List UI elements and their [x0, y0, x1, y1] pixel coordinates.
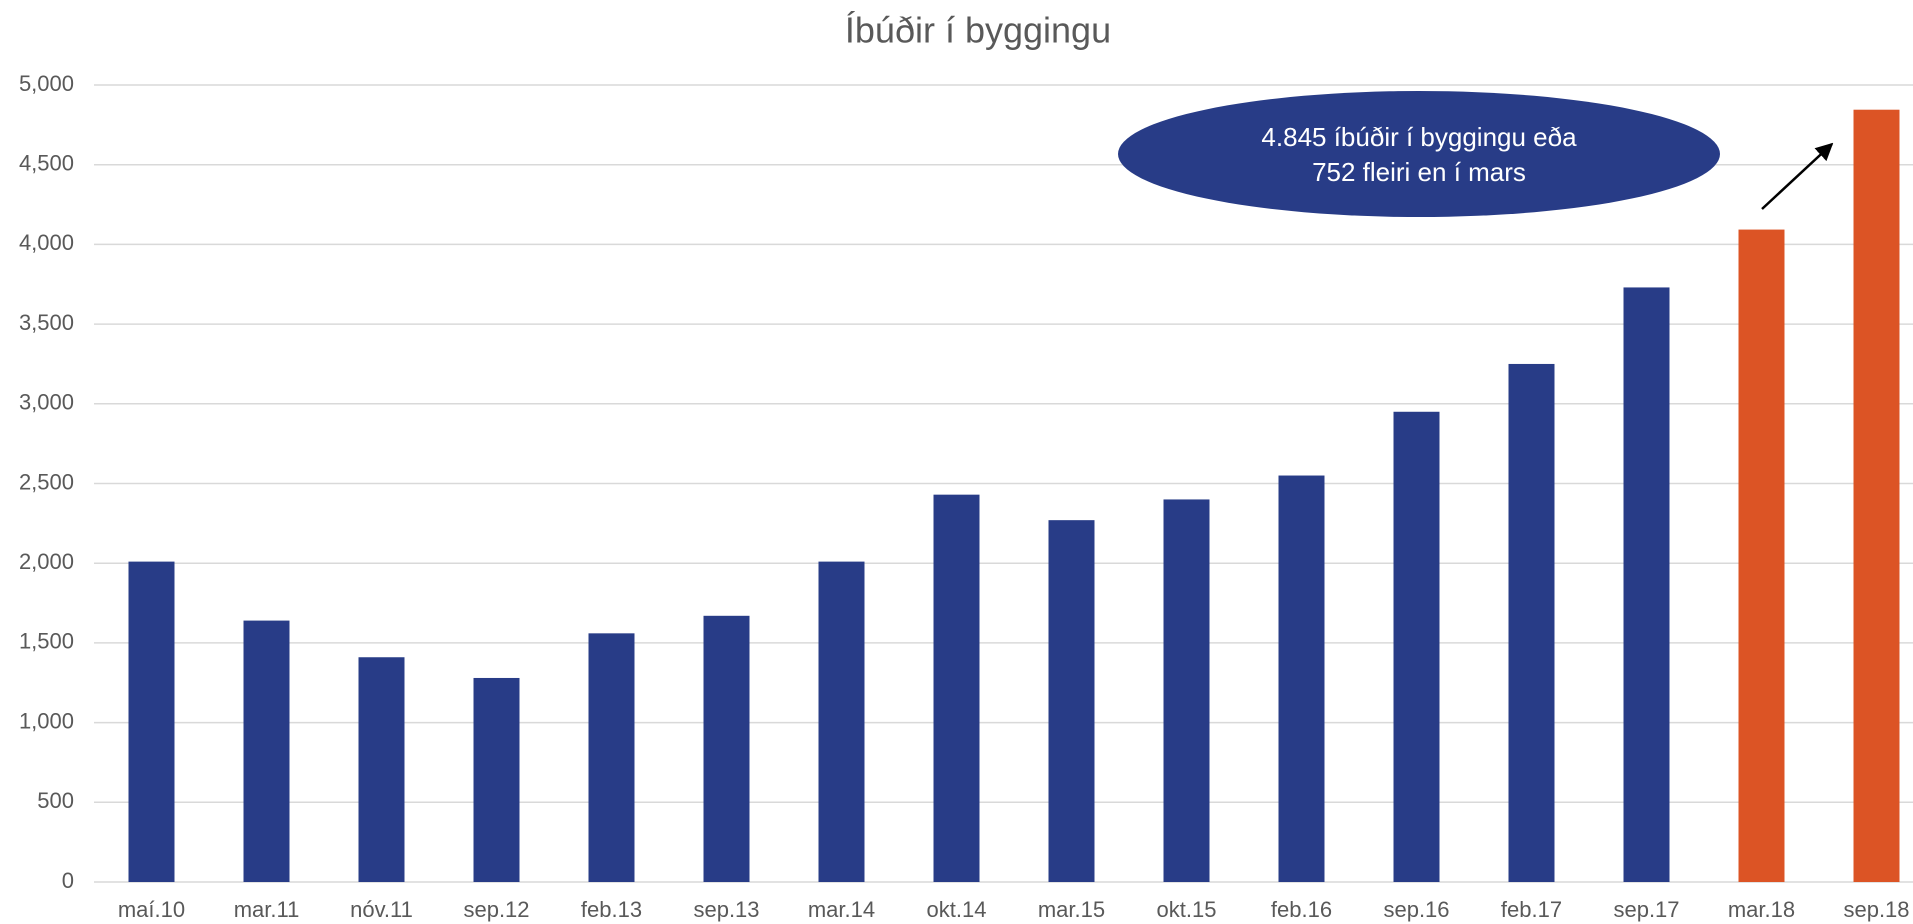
y-tick-label: 2,000	[19, 549, 74, 574]
bar	[243, 620, 290, 882]
bar	[1853, 109, 1900, 882]
x-tick-label: mar.14	[808, 897, 875, 922]
x-tick-label: mar.15	[1038, 897, 1105, 922]
y-tick-label: 3,500	[19, 310, 74, 335]
chart-title: Íbúðir í byggingu	[845, 10, 1111, 51]
x-tick-label: okt.15	[1157, 897, 1217, 922]
x-tick-label: feb.16	[1271, 897, 1332, 922]
x-tick-label: nóv.11	[350, 897, 413, 922]
annotation-text: 4.845 íbúðir í byggingu eða	[1261, 122, 1577, 152]
bar	[358, 657, 405, 882]
y-tick-label: 3,000	[19, 390, 74, 415]
x-tick-label: sep.12	[463, 897, 529, 922]
y-tick-label: 2,500	[19, 469, 74, 494]
bar	[1738, 229, 1785, 882]
y-tick-label: 5,000	[19, 71, 74, 96]
x-tick-label: okt.14	[927, 897, 987, 922]
x-tick-label: feb.17	[1501, 897, 1562, 922]
x-tick-label: sep.17	[1613, 897, 1679, 922]
annotation-arrow	[1761, 142, 1834, 210]
y-tick-label: 1,000	[19, 708, 74, 733]
y-tick-label: 1,500	[19, 629, 74, 654]
y-tick-label: 4,500	[19, 151, 74, 176]
y-tick-label: 500	[37, 788, 74, 813]
x-tick-label: mar.11	[234, 897, 300, 922]
x-tick-label: feb.13	[581, 897, 642, 922]
bar	[1623, 287, 1670, 882]
y-tick-label: 0	[62, 868, 74, 893]
y-tick-label: 4,000	[19, 230, 74, 255]
bar	[703, 615, 750, 882]
x-tick-label: sep.18	[1843, 897, 1909, 922]
x-tick-label: sep.16	[1383, 897, 1449, 922]
bar	[1508, 363, 1555, 882]
bar	[1278, 475, 1325, 882]
bar	[933, 494, 980, 882]
x-tick-label: maí.10	[118, 897, 185, 922]
annotation-text: 752 fleiri en í mars	[1312, 157, 1526, 187]
bar	[1163, 499, 1210, 882]
bar	[1393, 411, 1440, 882]
x-tick-label: sep.13	[693, 897, 759, 922]
bar	[588, 633, 635, 882]
x-tick-label: mar.18	[1728, 897, 1795, 922]
bar	[818, 561, 865, 882]
bar	[128, 561, 175, 882]
bar	[473, 677, 520, 882]
bar	[1048, 520, 1095, 882]
annotation-bubble	[1118, 91, 1720, 217]
